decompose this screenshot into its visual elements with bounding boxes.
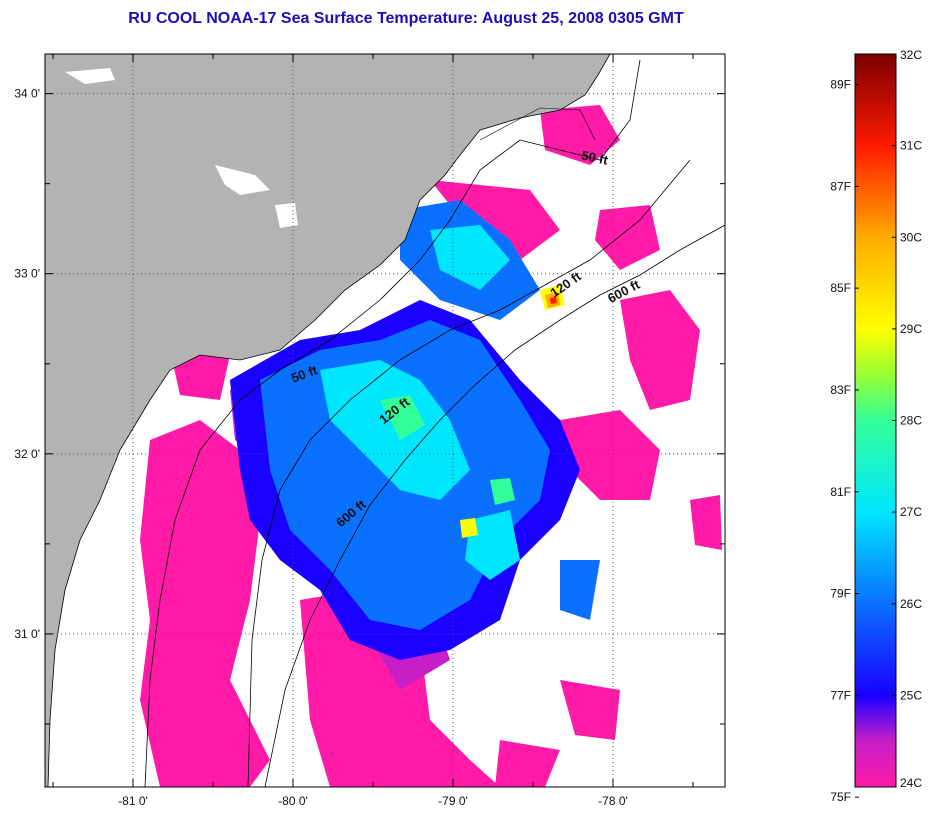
contour-50ft <box>144 59 641 787</box>
sst-patch-27c <box>465 510 520 580</box>
colorbar-f-label: 75F <box>830 790 851 804</box>
colorbar-c-label: 30C <box>900 230 922 244</box>
lat-tick-label: 32 0' <box>14 447 40 461</box>
colorbar-c-label: 25C <box>900 688 922 702</box>
colorbar: 32C 31C 30C 29C 28C 27C 26C 25C 24C 89F 87F 85F 83F 8… <box>830 48 922 804</box>
map-title: RU COOL NOAA-17 Sea Surface Temperature:… <box>128 10 684 27</box>
lake-patch <box>215 165 270 195</box>
sst-patch-24c <box>140 420 270 787</box>
map-area <box>45 54 725 787</box>
colorbar-c-label: 28C <box>900 414 922 428</box>
sst-layer <box>140 105 722 787</box>
contour-shelf-edge <box>479 107 596 141</box>
lon-tick-label: -81 0' <box>118 794 148 808</box>
sst-patch-24c <box>595 205 660 270</box>
colorbar-c-label: 27C <box>900 505 922 519</box>
sst-patch-29c <box>460 518 478 538</box>
contour-600ft <box>264 224 725 787</box>
lat-tick-label: 31 0' <box>14 627 40 641</box>
coastline <box>47 54 611 787</box>
grid-lines <box>45 54 725 787</box>
lon-tick-label: -80 0' <box>278 794 308 808</box>
lake-patch <box>275 203 298 228</box>
sst-patch-26c <box>560 560 600 620</box>
map-frame <box>44 53 726 788</box>
sst-patch-28c <box>490 478 515 505</box>
lat-tick-label: 34 0' <box>14 87 40 101</box>
colorbar-ticks: 32C 31C 30C 29C 28C 27C 26C 25C 24C 89F 87F 85F 83F 8… <box>830 48 922 804</box>
colorbar-fill <box>855 54 896 787</box>
land-mass <box>45 54 610 787</box>
colorbar-f-label: 77F <box>830 688 851 702</box>
colorbar-f-label: 87F <box>830 179 851 193</box>
lon-tick-label: -78 0' <box>598 794 628 808</box>
sst-patch-24c <box>560 680 620 740</box>
lat-tick-label: 33 0' <box>14 267 40 281</box>
sst-patch-24c <box>430 180 560 260</box>
colorbar-c-label: 31C <box>900 139 922 153</box>
sst-patch-24c <box>560 410 660 500</box>
sst-patch-31c <box>550 297 557 304</box>
colorbar-f-label: 89F <box>830 78 851 92</box>
colorbar-f-label: 83F <box>830 383 851 397</box>
axis-ticks: 34 0' 33 0' 32 0' 31 0' -81 0' -80 0' -79 0' -7… <box>14 54 725 808</box>
sst-patch-28c <box>380 395 425 440</box>
contour-120ft <box>247 159 691 787</box>
colorbar-f-label: 81F <box>830 485 851 499</box>
colorbar-f-label: 79F <box>830 587 851 601</box>
sst-patch-24c <box>690 495 722 550</box>
lake-patch <box>65 68 115 84</box>
sst-patch-24c <box>495 740 560 787</box>
sst-patch-24c <box>620 290 700 410</box>
colorbar-c-label: 26C <box>900 597 922 611</box>
colorbar-f-label: 85F <box>830 281 851 295</box>
lon-tick-label: -79 0' <box>438 794 468 808</box>
colorbar-c-label: 24C <box>900 776 922 790</box>
contour-label: 50 ft <box>580 148 610 168</box>
colorbar-c-label: 29C <box>900 322 922 336</box>
colorbar-c-label: 32C <box>900 48 922 62</box>
